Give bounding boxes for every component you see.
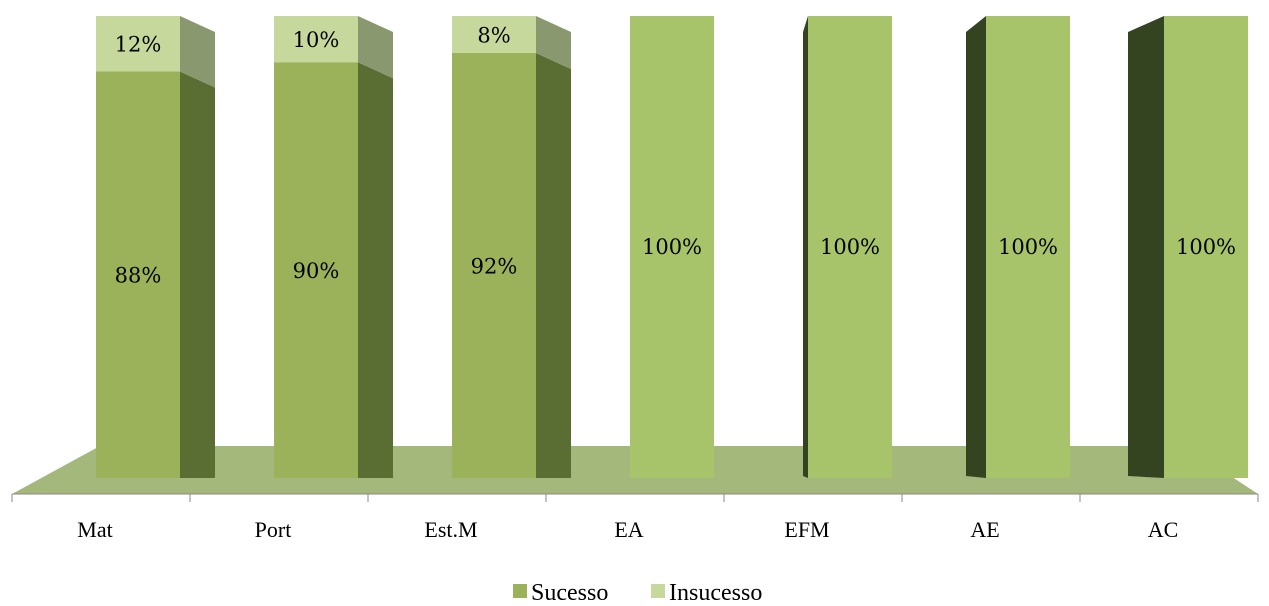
bar-side-sucesso xyxy=(180,71,215,478)
bar-side-sucesso xyxy=(358,62,393,478)
bar-segment-sucesso xyxy=(452,52,536,479)
bar-efm: 100% xyxy=(803,16,892,478)
bar-segment-insucesso xyxy=(96,16,180,72)
data-label-insucesso: 12% xyxy=(115,33,162,57)
category-label: AC xyxy=(1148,517,1179,542)
category-label: EA xyxy=(614,517,643,542)
data-label-sucesso: 100% xyxy=(998,235,1058,259)
legend-swatch-insucesso xyxy=(651,584,665,598)
bar-side-insucesso xyxy=(358,16,393,79)
bar-side-sucesso xyxy=(1128,16,1164,478)
bar-segment-sucesso xyxy=(96,71,180,478)
bar-segment-sucesso xyxy=(630,16,714,478)
legend-label-sucesso: Sucesso xyxy=(531,580,608,606)
bar-ea: 100% xyxy=(630,16,714,478)
category-label: EFM xyxy=(784,517,829,542)
bar-segment-sucesso xyxy=(1164,16,1248,478)
data-label-insucesso: 8% xyxy=(477,23,510,47)
bar-segment-insucesso xyxy=(452,16,536,53)
data-label-sucesso: 90% xyxy=(293,259,340,283)
bar-ae: 100% xyxy=(966,16,1070,478)
bar-port: 90% 10% xyxy=(274,16,393,478)
data-label-sucesso: 100% xyxy=(1176,235,1236,259)
bar-side-sucesso xyxy=(536,52,571,479)
bar-mat: 88% 12% xyxy=(96,16,215,478)
bar-side-insucesso xyxy=(536,16,571,69)
category-label: Est.M xyxy=(424,517,477,542)
bar-segment-sucesso xyxy=(808,16,892,478)
bar-segment-sucesso xyxy=(986,16,1070,478)
category-label: AE xyxy=(970,517,999,542)
category-label: Port xyxy=(255,517,292,542)
category-label: Mat xyxy=(77,517,112,542)
bar-estm: 92% 8% xyxy=(452,16,571,479)
bar-segment-insucesso xyxy=(274,16,358,63)
data-label-insucesso: 10% xyxy=(293,28,340,52)
bar-side-insucesso xyxy=(180,16,215,88)
data-label-sucesso: 100% xyxy=(820,235,880,259)
legend-label-insucesso: Insucesso xyxy=(669,580,762,606)
legend: Sucesso Insucesso xyxy=(513,580,762,606)
bar-side-sucesso xyxy=(966,16,986,478)
data-label-sucesso: 92% xyxy=(471,254,518,278)
data-label-sucesso: 100% xyxy=(642,235,702,259)
bar-side-sucesso xyxy=(803,16,808,478)
bar-segment-sucesso xyxy=(274,62,358,478)
legend-swatch-sucesso xyxy=(513,584,527,598)
bar-ac: 100% xyxy=(1128,16,1248,478)
data-label-sucesso: 88% xyxy=(115,264,162,288)
